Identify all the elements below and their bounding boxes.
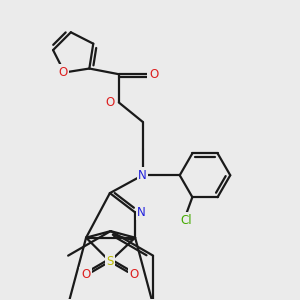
Text: O: O [81,268,90,281]
Text: O: O [149,68,158,81]
Text: S: S [106,255,114,268]
Text: Cl: Cl [181,214,192,226]
Text: O: O [106,96,115,109]
Text: O: O [58,66,68,79]
Text: N: N [138,169,147,182]
Text: N: N [137,206,146,219]
Text: O: O [130,268,139,281]
